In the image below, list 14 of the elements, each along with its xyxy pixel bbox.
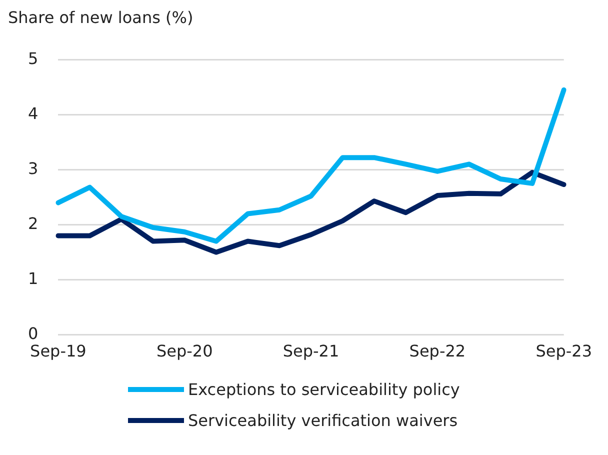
x-tick-label: Sep-22 bbox=[409, 342, 466, 361]
legend-label: Serviceability verification waivers bbox=[188, 411, 458, 430]
x-tick-label: Sep-23 bbox=[536, 342, 592, 361]
x-tick-label: Sep-19 bbox=[30, 342, 86, 361]
y-tick-label: 4 bbox=[28, 104, 38, 123]
x-tick-label: Sep-21 bbox=[282, 342, 340, 361]
y-axis-title: Share of new loans (%) bbox=[8, 8, 194, 29]
y-tick-label: 1 bbox=[28, 268, 38, 288]
y-tick-label: 0 bbox=[28, 324, 38, 343]
y-tick-label: 5 bbox=[28, 48, 38, 68]
legend-label: Exceptions to serviceability policy bbox=[188, 380, 460, 399]
y-tick-label: 2 bbox=[28, 214, 38, 233]
x-tick-label: Sep-20 bbox=[156, 342, 213, 361]
y-tick-label: 3 bbox=[28, 158, 38, 178]
